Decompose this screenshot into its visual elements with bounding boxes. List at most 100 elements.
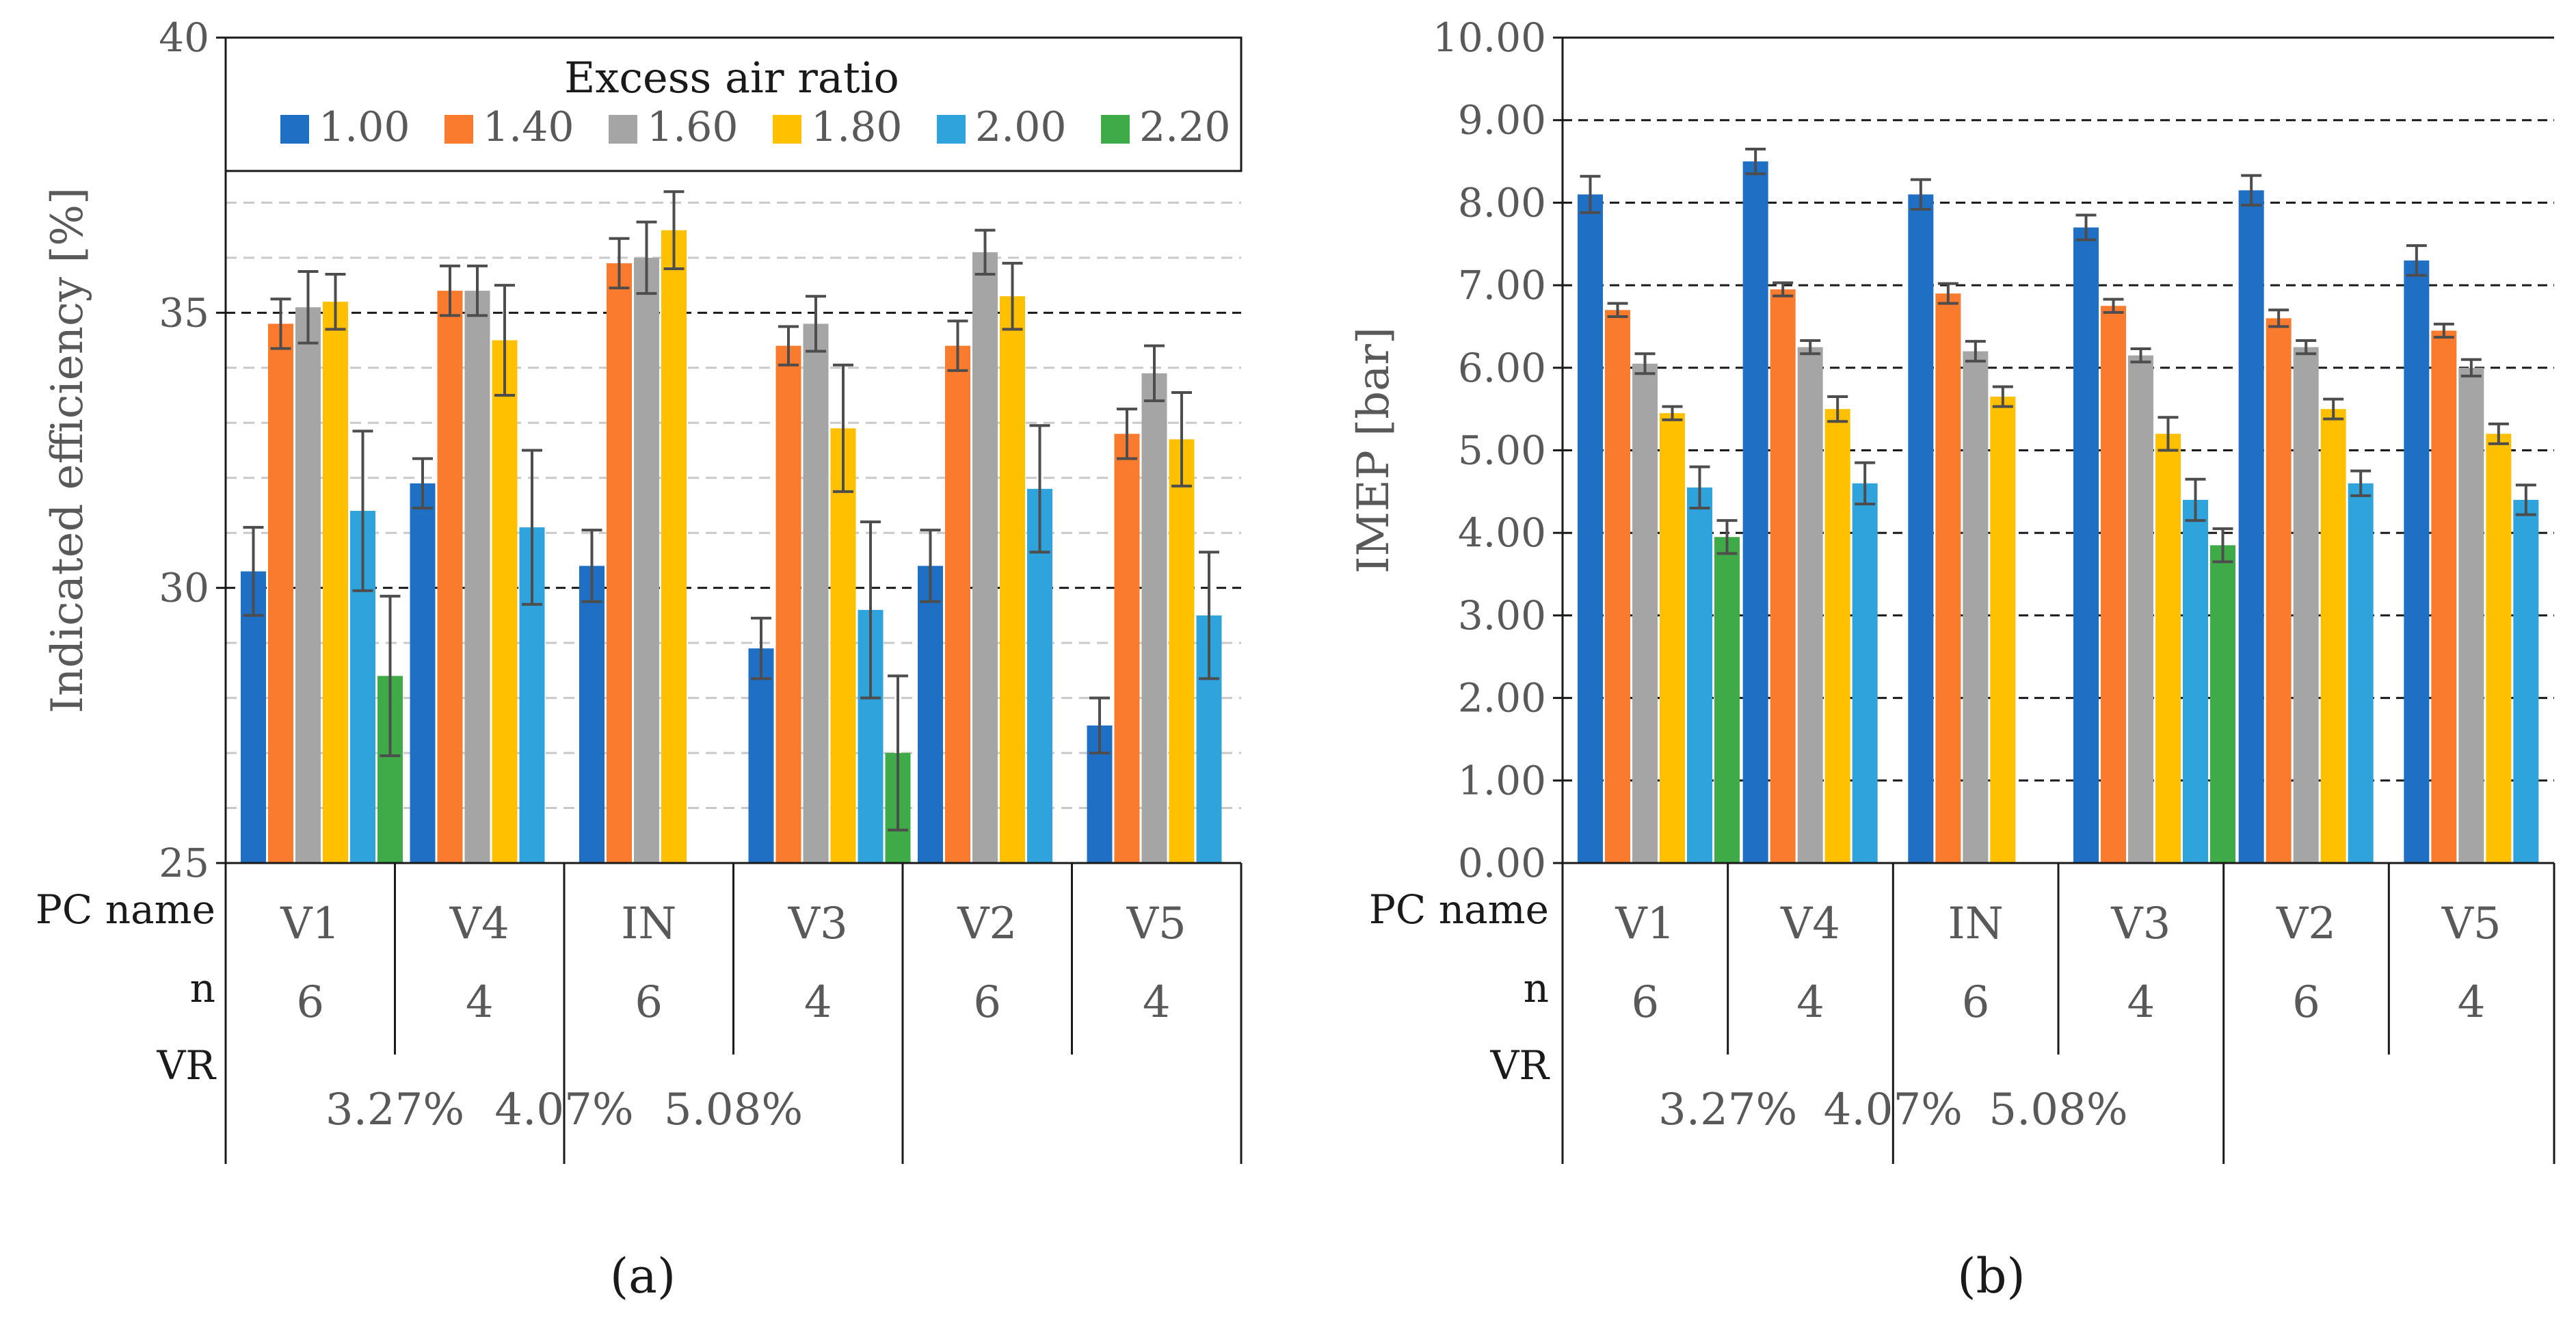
error-bar-1_80-V3: [833, 363, 853, 493]
error-bar-2_20-V1: [1716, 519, 1738, 555]
n-cell: 6: [296, 977, 324, 1028]
error-bar-1_60-V4: [1800, 339, 1821, 356]
legend-entry-label: 1.40: [483, 103, 574, 151]
row-label-n: n: [1524, 965, 1549, 1011]
error-bar-1_80-V2: [2323, 397, 2344, 421]
bar-1_80-V4: [1824, 409, 1850, 863]
error-bar-1_60-V5: [2460, 358, 2482, 377]
bar-1_60-V1: [1632, 363, 1658, 863]
pc-name-cell: V3: [788, 899, 848, 949]
error-bar-2_00-V3: [860, 520, 881, 700]
pc-name-cell: IN: [621, 899, 676, 949]
error-bar-1_40-V5: [1117, 408, 1137, 460]
bar-1_00-V3: [748, 648, 774, 863]
error-bar-1_00-V5: [2406, 244, 2427, 277]
error-bar-1_00-V5: [1089, 696, 1110, 755]
error-bar-1_40-IN: [609, 237, 630, 290]
bar-1_00-IN: [1908, 194, 1934, 864]
error-bar-1_80-V3: [2157, 416, 2179, 452]
error-bar-1_60-V1: [1634, 352, 1656, 375]
pc-name-cell: V2: [2276, 899, 2336, 949]
error-bar-1_80-IN: [663, 190, 685, 270]
n-cell: 4: [2458, 977, 2486, 1028]
bar-1_00-IN: [579, 566, 605, 863]
error-bar-1_00-V1: [243, 526, 264, 617]
legend-swatch-2_20: [1101, 115, 1130, 144]
error-bar-1_60-V3: [806, 295, 826, 353]
bar-1_00-V5: [2404, 260, 2430, 863]
row-label-pc-name: PC name: [1369, 886, 1549, 933]
error-bar-1_00-V4: [1745, 147, 1766, 176]
bar-2_00-V1: [1687, 487, 1712, 863]
error-bar-1_80-V4: [494, 284, 515, 397]
bar-1_80-V5: [2486, 434, 2512, 863]
bar-1_60-V5: [2458, 367, 2484, 863]
bar-1_80-IN: [661, 230, 687, 864]
y-tick-label: 7.00: [1458, 262, 1546, 308]
error-bar-1_00-V1: [1580, 174, 1601, 214]
error-bar-1_60-V3: [2130, 347, 2151, 364]
error-bar-1_60-V2: [2296, 339, 2317, 356]
legend-entry-label: 1.80: [811, 103, 903, 151]
bar-1_60-V1: [295, 307, 321, 864]
pc-name-cell: V4: [449, 899, 509, 949]
error-bar-2_20-V3: [888, 674, 908, 832]
vr-cell: 5.08%: [1989, 1085, 2127, 1135]
error-bar-1_60-V4: [467, 264, 488, 317]
bar-1_40-V5: [1114, 434, 1140, 863]
error-bar-1_00-IN: [1910, 178, 1931, 211]
bar-1_00-V2: [2238, 190, 2264, 863]
bar-1_60-V3: [2128, 355, 2153, 863]
row-label-vr: VR: [1489, 1042, 1550, 1089]
bar-2_00-V5: [2513, 499, 2539, 863]
n-cell: 4: [466, 977, 494, 1028]
error-bar-1_40-V1: [1607, 302, 1628, 318]
bar-1_40-V2: [2266, 318, 2292, 863]
bar-1_60-V4: [1797, 347, 1823, 863]
bar-1_80-V1: [323, 302, 348, 863]
error-bar-1_80-V5: [2488, 422, 2509, 445]
bar-1_80-V3: [2155, 434, 2181, 863]
error-bar-1_80-IN: [1992, 385, 2013, 408]
y-tick-label: 30: [159, 565, 209, 611]
error-bar-2_00-V1: [1689, 465, 1710, 509]
y-tick-label: 5.00: [1458, 427, 1546, 474]
pc-name-cell: V1: [280, 899, 340, 949]
bar-1_80-V1: [1660, 413, 1685, 863]
bar-1_80-V2: [1000, 296, 1025, 863]
vr-cell: 5.08%: [664, 1085, 803, 1135]
error-bar-2_00-V2: [2350, 469, 2372, 497]
error-bar-2_00-V4: [522, 449, 542, 606]
bar-1_00-V2: [918, 566, 943, 863]
error-bar-1_80-V4: [1827, 395, 1848, 423]
y-tick-label: 40: [159, 14, 209, 61]
legend-swatch-1_00: [280, 115, 309, 144]
error-bar-2_20-V1: [380, 594, 401, 758]
error-bar-1_80-V1: [325, 273, 346, 331]
legend-title: Excess air ratio: [564, 53, 899, 103]
panel-label: (b): [1957, 1248, 2025, 1304]
n-cell: 4: [804, 977, 832, 1028]
y-tick-label: 0.00: [1458, 840, 1546, 886]
pc-name-cell: V1: [1615, 899, 1675, 949]
vr-cell: 3.27%: [326, 1085, 464, 1135]
bar-1_40-IN: [1935, 293, 1961, 863]
bar-1_40-IN: [607, 263, 632, 863]
bar-1_40-V1: [268, 323, 293, 864]
y-tick-label: 35: [159, 289, 209, 336]
error-bar-1_60-V5: [1144, 344, 1165, 403]
n-cell: 4: [1796, 977, 1824, 1028]
error-bar-2_00-V5: [2515, 483, 2536, 516]
bar-1_80-V5: [1169, 439, 1195, 863]
y-axis-title: IMEP [bar]: [1349, 327, 1399, 574]
error-bar-2_00-V2: [1029, 424, 1050, 554]
legend-entry-label: 1.60: [647, 103, 739, 151]
n-cell: 6: [1631, 977, 1659, 1028]
error-bar-1_40-V2: [2268, 308, 2289, 328]
vr-cell: 4.07%: [1824, 1085, 1963, 1135]
bar-1_60-V2: [972, 252, 998, 863]
y-tick-label: 1.00: [1458, 757, 1546, 804]
panel-a-chart: 25 30 35 40 Indicated efficiency [%] PC name n…: [36, 14, 1243, 1304]
bar-1_60-V2: [2293, 347, 2319, 863]
